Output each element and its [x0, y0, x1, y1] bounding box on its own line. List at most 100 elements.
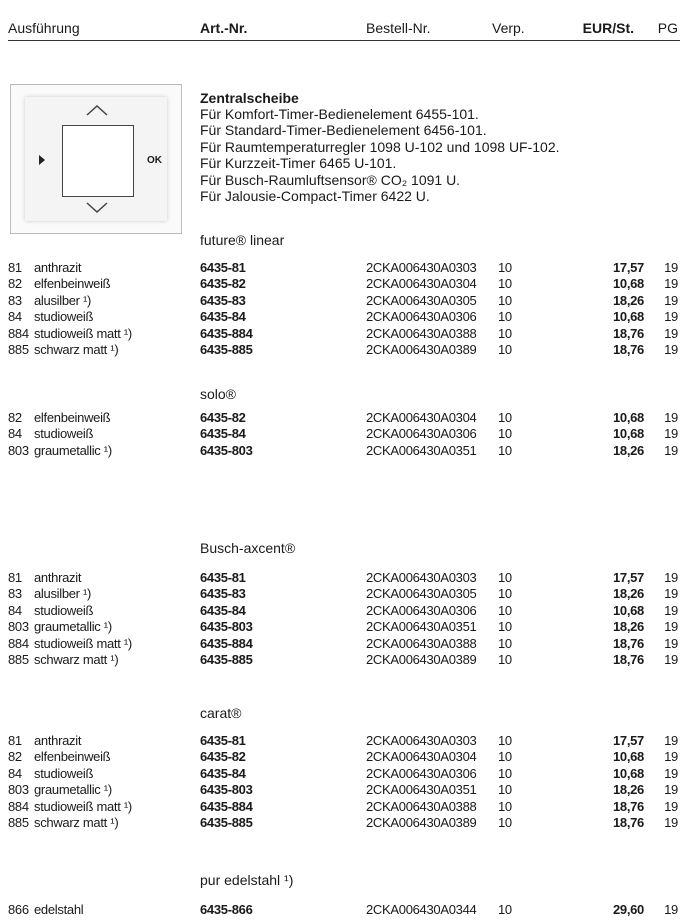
variant-name: graumetallic ¹) [34, 619, 112, 635]
packaging: 10 [498, 798, 512, 814]
article-number: 6435-81 [200, 570, 246, 585]
article-number: 6435-885 [200, 652, 253, 667]
column-header: Verp. [492, 20, 525, 36]
variant-code: 84 [8, 426, 22, 442]
price-group: 19 [664, 260, 678, 275]
variant-name: studioweiß [34, 602, 94, 618]
order-number: 2CKA006430A0388 [366, 635, 477, 651]
price: 10,68 [612, 410, 644, 425]
column-header: Art.-Nr. [200, 20, 248, 36]
article-number: 6435-84 [200, 765, 246, 781]
variant-name: alusilber ¹) [34, 292, 92, 308]
variant-code: 885 [8, 652, 29, 667]
packaging: 10 [498, 325, 512, 341]
section-name: future® linear [200, 232, 285, 248]
article-number: 6435-82 [200, 410, 246, 425]
order-number: 2CKA006430A0306 [366, 309, 477, 325]
article-number: 6435-884 [200, 798, 253, 814]
price: 18,76 [612, 815, 644, 830]
price-group: 19 [664, 733, 678, 748]
variant-code: 803 [8, 442, 29, 458]
section-name: carat® [200, 705, 242, 721]
price-group: 19 [664, 410, 678, 425]
variant-name: studioweiß [34, 309, 94, 325]
packaging: 10 [498, 309, 512, 325]
variant-name: studioweiß [34, 765, 94, 781]
variant-code: 81 [8, 733, 22, 748]
price: 10,68 [612, 309, 644, 325]
variant-name: graumetallic ¹) [34, 442, 112, 458]
order-number: 2CKA006430A0351 [366, 782, 477, 798]
article-number: 6435-81 [200, 733, 246, 748]
ok-label: OK [147, 155, 162, 166]
variant-code: 885 [8, 342, 29, 357]
display-window [62, 125, 134, 197]
price-group: 19 [664, 276, 678, 292]
packaging: 10 [498, 815, 512, 830]
article-number: 6435-885 [200, 342, 253, 357]
price: 17,57 [612, 570, 644, 585]
variant-name: edelstahl [34, 902, 84, 917]
variant-code: 83 [8, 292, 22, 308]
variant-code: 84 [8, 309, 22, 325]
variant-name: elfenbeinweiß [34, 410, 111, 425]
order-number: 2CKA006430A0305 [366, 586, 477, 602]
price-group: 19 [664, 652, 678, 667]
order-number: 2CKA006430A0303 [366, 733, 477, 748]
article-number: 6435-84 [200, 309, 246, 325]
packaging: 10 [498, 782, 512, 798]
order-number: 2CKA006430A0304 [366, 276, 477, 292]
packaging: 10 [498, 733, 512, 748]
description-line: Für Standard-Timer-Bedienelement 6456-10… [200, 122, 487, 139]
order-number: 2CKA006430A0388 [366, 798, 477, 814]
order-number: 2CKA006430A0389 [366, 342, 477, 357]
variant-name: schwarz matt ¹) [34, 815, 119, 830]
description-line: Für Raumtemperaturregler 1098 U-102 und … [200, 138, 560, 155]
order-number: 2CKA006430A0388 [366, 325, 477, 341]
packaging: 10 [498, 342, 512, 357]
product-image: OK [10, 84, 182, 234]
packaging: 10 [498, 635, 512, 651]
article-number: 6435-884 [200, 635, 253, 651]
variant-code: 803 [8, 619, 29, 635]
article-number: 6435-884 [200, 325, 253, 341]
article-number: 6435-866 [200, 902, 253, 917]
price: 29,60 [612, 902, 644, 917]
variant-name: studioweiß [34, 426, 94, 442]
price-group: 19 [664, 442, 678, 458]
order-number: 2CKA006430A0303 [366, 260, 477, 275]
price: 17,57 [612, 260, 644, 275]
section-name: Busch-axcent® [200, 540, 296, 556]
price: 18,26 [612, 619, 644, 635]
price-group: 19 [664, 749, 678, 765]
price-group: 19 [664, 426, 678, 442]
variant-name: studioweiß matt ¹) [34, 635, 132, 651]
price-group: 19 [664, 782, 678, 798]
price-group: 19 [664, 635, 678, 651]
order-number: 2CKA006430A0305 [366, 292, 477, 308]
price: 18,76 [612, 342, 644, 357]
variant-code: 82 [8, 749, 22, 765]
variant-code: 82 [8, 410, 22, 425]
packaging: 10 [498, 586, 512, 602]
price: 18,26 [612, 782, 644, 798]
price: 10,68 [612, 765, 644, 781]
variant-code: 884 [8, 798, 29, 814]
order-number: 2CKA006430A0389 [366, 815, 477, 830]
product-title: Zentralscheibe [200, 90, 299, 106]
packaging: 10 [498, 426, 512, 442]
variant-code: 81 [8, 570, 22, 585]
column-header: PG [657, 20, 678, 36]
variant-name: graumetallic ¹) [34, 782, 112, 798]
variant-name: anthrazit [34, 733, 82, 748]
order-number: 2CKA006430A0344 [366, 902, 477, 917]
packaging: 10 [498, 276, 512, 292]
price: 18,26 [612, 442, 644, 458]
order-number: 2CKA006430A0306 [366, 602, 477, 618]
variant-code: 82 [8, 276, 22, 292]
variant-name: elfenbeinweiß [34, 276, 111, 292]
variant-code: 884 [8, 325, 29, 341]
order-number: 2CKA006430A0351 [366, 442, 477, 458]
article-number: 6435-84 [200, 426, 246, 442]
price: 10,68 [612, 426, 644, 442]
